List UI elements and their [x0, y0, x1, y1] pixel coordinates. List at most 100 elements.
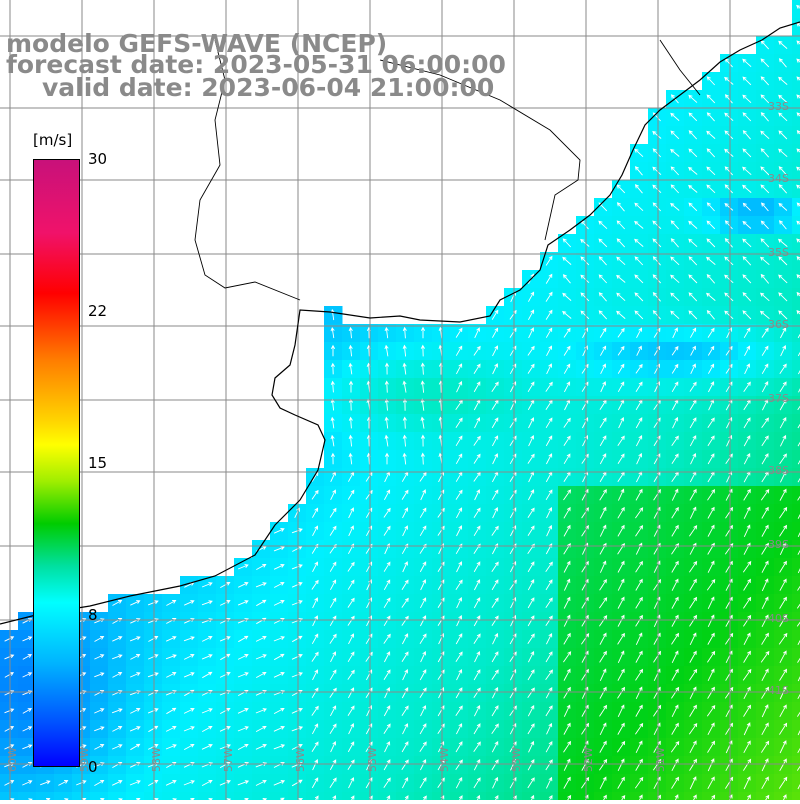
colorbar-unit: [m/s] — [33, 133, 72, 148]
latitude-label: 34S — [768, 172, 789, 185]
wind-cell — [0, 792, 19, 800]
wind-cell — [558, 792, 577, 800]
wind-cell — [792, 162, 800, 181]
valid-date-title: valid date: 2023-06-04 21:00:00 — [42, 75, 494, 100]
wind-cell — [270, 792, 289, 800]
wind-cell — [252, 792, 271, 800]
wind-cell — [522, 792, 541, 800]
wind-cell — [234, 792, 253, 800]
wind-cell — [792, 90, 800, 109]
latitude-label: 37S — [768, 392, 789, 405]
wind-cell — [792, 432, 800, 451]
wind-cell — [288, 792, 307, 800]
longitude-label: 51W — [654, 747, 667, 772]
wind-cell — [792, 792, 800, 800]
wind-cell — [792, 360, 800, 379]
wind-cell — [792, 18, 800, 37]
wind-cell — [792, 450, 800, 469]
wind-cell — [792, 126, 800, 145]
wind-cell — [792, 540, 800, 559]
wind-cell — [18, 792, 37, 800]
wind-cell — [792, 234, 800, 253]
wind-cell — [792, 684, 800, 703]
wind-cell — [306, 792, 325, 800]
wind-cell — [792, 576, 800, 595]
wind-cell — [792, 720, 800, 739]
wind-cell — [684, 792, 703, 800]
wind-cell — [792, 252, 800, 271]
wind-cell — [666, 792, 685, 800]
wind-cell — [576, 792, 595, 800]
wind-cell — [504, 792, 523, 800]
wind-cell — [792, 144, 800, 163]
wind-cell — [792, 108, 800, 127]
wind-cell — [792, 594, 800, 613]
colorbar-tick-0: 0 — [88, 760, 98, 775]
longitude-label: 57W — [222, 747, 235, 772]
wind-cell — [792, 72, 800, 91]
latitude-label: 39S — [768, 538, 789, 551]
wind-cell — [792, 522, 800, 541]
wind-cell — [648, 792, 667, 800]
wind-cell — [396, 792, 415, 800]
wind-cell — [756, 792, 775, 800]
wind-cell — [54, 792, 73, 800]
wind-cell — [792, 378, 800, 397]
colorbar-tick-30: 30 — [88, 152, 107, 167]
longitude-label: 58W — [150, 747, 163, 772]
wind-cell — [162, 792, 181, 800]
wind-cell — [792, 288, 800, 307]
latitude-label: 33S — [768, 100, 789, 113]
wind-cell — [342, 792, 361, 800]
wind-cell — [792, 486, 800, 505]
latitude-label: 40S — [768, 612, 789, 625]
wind-cell — [198, 792, 217, 800]
wind-cell — [792, 504, 800, 523]
wind-cell — [720, 792, 739, 800]
longitude-label: 60W — [6, 747, 19, 772]
wind-cell — [792, 648, 800, 667]
wind-cell — [792, 198, 800, 217]
latitude-label: 35S — [768, 246, 789, 259]
wind-cell — [792, 216, 800, 235]
wind-cell — [72, 792, 91, 800]
longitude-label: 52W — [582, 747, 595, 772]
longitude-label: 55W — [366, 747, 379, 772]
wind-cell — [36, 792, 55, 800]
latitude-label: 36S — [768, 318, 789, 331]
wind-cell — [594, 792, 613, 800]
wind-cell — [792, 612, 800, 631]
colorbar-tick-8: 8 — [88, 608, 98, 623]
wind-cell — [774, 792, 793, 800]
colorbar-tick-22: 22 — [88, 304, 107, 319]
wind-cell — [612, 792, 631, 800]
wind-cell — [792, 0, 800, 19]
wind-cell — [360, 792, 379, 800]
wind-cell — [216, 792, 235, 800]
wind-cell — [144, 792, 163, 800]
wind-cell — [792, 630, 800, 649]
wind-cell — [432, 792, 451, 800]
wind-cell — [792, 666, 800, 685]
wind-cell — [792, 414, 800, 433]
wind-cell — [540, 792, 559, 800]
wind-cell — [414, 792, 433, 800]
latitude-label: 38S — [768, 464, 789, 477]
wind-cell — [702, 792, 721, 800]
wind-cell — [792, 324, 800, 343]
longitude-label: 56W — [294, 747, 307, 772]
wind-cell — [792, 342, 800, 361]
wind-cell — [792, 54, 800, 73]
wind-cell — [792, 702, 800, 721]
colorbar — [33, 159, 80, 767]
wind-cell — [792, 306, 800, 325]
wind-cell — [792, 558, 800, 577]
latitude-label: 41S — [768, 684, 789, 697]
land-boundary — [660, 40, 700, 95]
wind-cell — [90, 792, 109, 800]
wind-cell — [378, 792, 397, 800]
longitude-label: 54W — [438, 747, 451, 772]
wind-cell — [450, 792, 469, 800]
wind-cell — [738, 792, 757, 800]
